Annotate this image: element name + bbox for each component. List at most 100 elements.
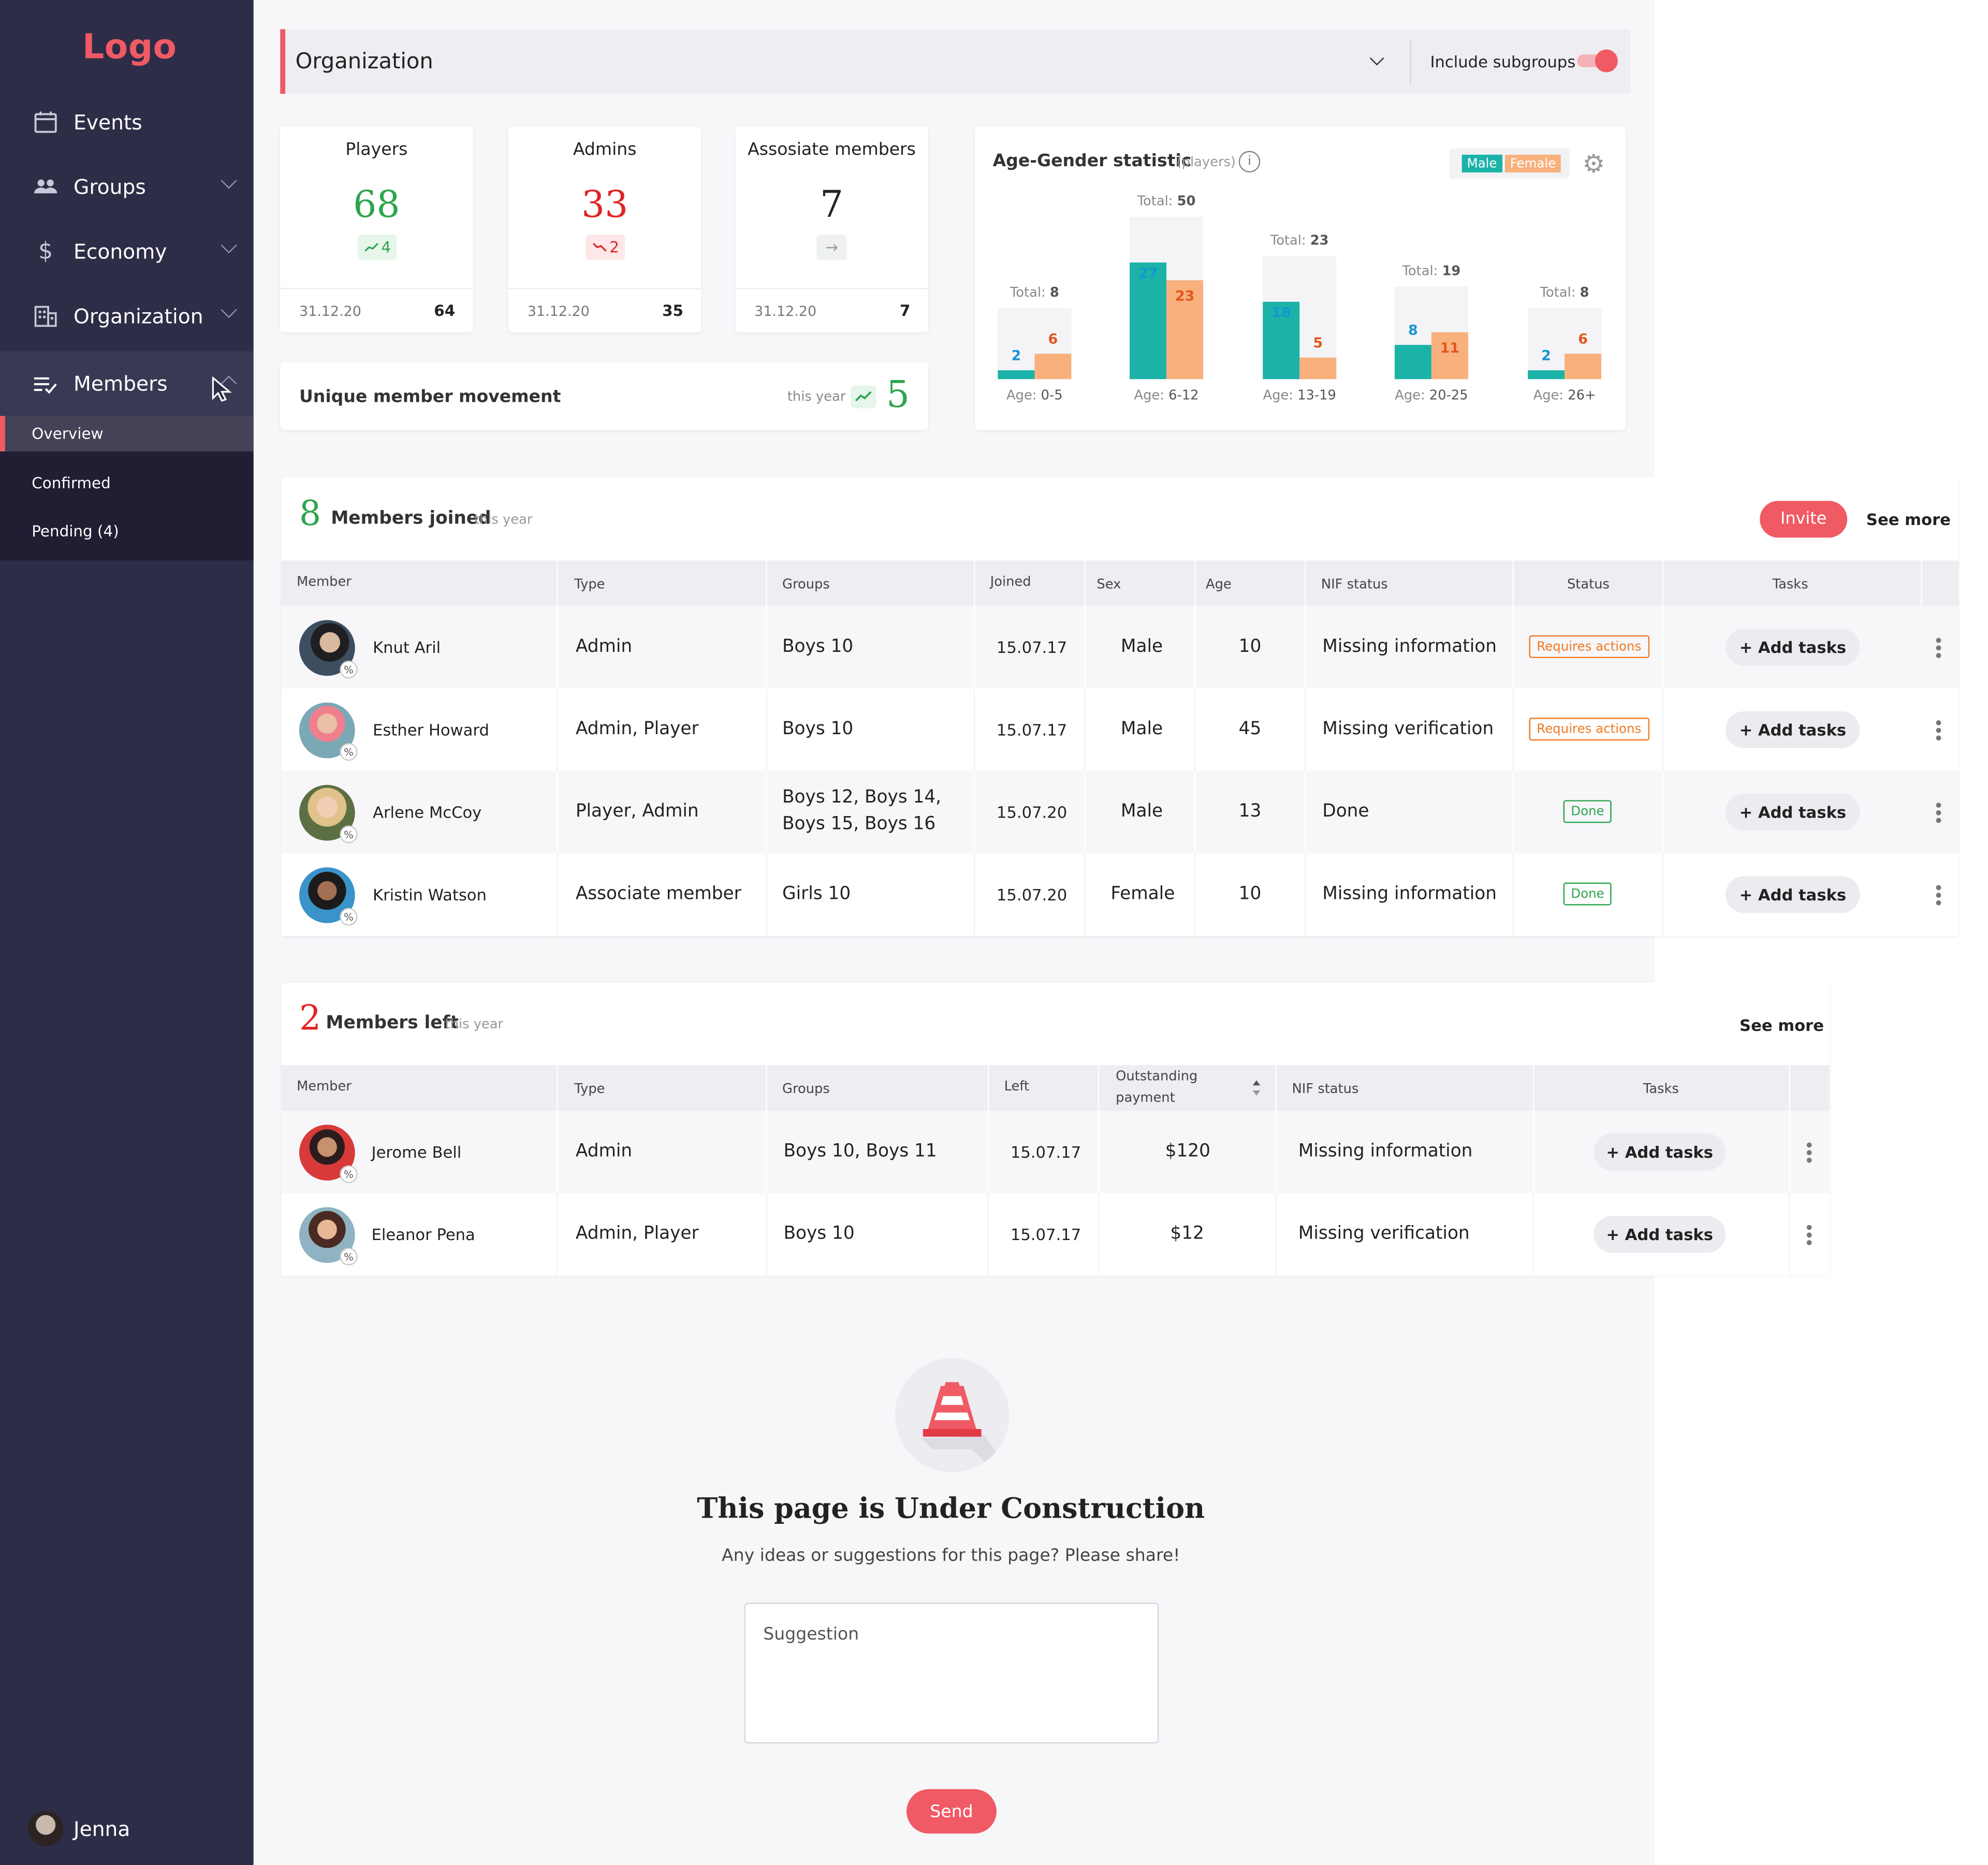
column-header[interactable]: Type: [574, 1081, 605, 1097]
bar-male[interactable]: [1528, 370, 1565, 380]
dot: [1936, 727, 1941, 733]
suggestion-input[interactable]: [744, 1602, 1159, 1744]
bar-male[interactable]: [1263, 301, 1300, 380]
stat-delta-badge: →: [816, 235, 847, 260]
member-sex: Male: [1120, 801, 1163, 822]
add-tasks-button[interactable]: + Add tasks: [1594, 1216, 1726, 1253]
add-tasks-button[interactable]: + Add tasks: [1594, 1133, 1726, 1171]
stat-title: Players: [345, 139, 408, 160]
subnav-pending[interactable]: Pending (4): [32, 522, 119, 541]
column-divider: [1194, 560, 1196, 606]
bar-female[interactable]: [1565, 353, 1602, 380]
organization-select[interactable]: Organization Include subgroups: [280, 29, 1631, 94]
chevron-down-icon[interactable]: [1369, 51, 1384, 66]
column-divider: [1275, 1065, 1277, 1111]
info-icon[interactable]: i: [1238, 151, 1261, 173]
column-header[interactable]: Groups: [782, 1081, 830, 1097]
table-row[interactable]: [281, 606, 1959, 689]
bar-male[interactable]: [1130, 262, 1167, 380]
status-badge: Done: [1563, 800, 1612, 823]
table-row[interactable]: [281, 1193, 1830, 1276]
sort-icon[interactable]: [1251, 1078, 1262, 1102]
more-options-icon[interactable]: [1806, 1142, 1812, 1163]
column-header-payment[interactable]: payment: [1116, 1090, 1175, 1106]
table-row[interactable]: [281, 688, 1959, 771]
bar-female[interactable]: [1034, 353, 1072, 380]
send-button[interactable]: Send: [907, 1789, 997, 1834]
more-options-icon[interactable]: [1806, 1225, 1812, 1245]
bar-female[interactable]: [1166, 280, 1204, 380]
add-tasks-button[interactable]: + Add tasks: [1726, 711, 1860, 748]
column-divider: [557, 770, 558, 854]
column-header[interactable]: Age: [1205, 577, 1232, 592]
invite-button[interactable]: Invite: [1760, 501, 1848, 538]
add-tasks-button[interactable]: + Add tasks: [1726, 794, 1860, 831]
column-header[interactable]: Sex: [1097, 577, 1121, 592]
member-name[interactable]: Arlene McCoy: [373, 803, 482, 822]
joined-see-more-link[interactable]: See more: [1866, 509, 1951, 529]
bar-male[interactable]: [1394, 344, 1431, 380]
column-header[interactable]: Tasks: [1643, 1081, 1679, 1097]
subnav-confirmed[interactable]: Confirmed: [32, 474, 111, 492]
column-header[interactable]: Status: [1567, 577, 1610, 592]
column-header[interactable]: Member: [297, 574, 352, 590]
column-header[interactable]: Tasks: [1772, 577, 1808, 592]
nav-members[interactable]: Members: [0, 351, 254, 416]
bar-total-label: Total: 50: [1116, 194, 1217, 209]
avatar[interactable]: %: [299, 1125, 358, 1183]
legend-female[interactable]: Female: [1504, 154, 1561, 173]
legend-male[interactable]: Male: [1461, 154, 1502, 173]
percent-badge-icon: %: [340, 1247, 358, 1266]
left-see-more-link[interactable]: See more: [1740, 1015, 1824, 1035]
avatar[interactable]: %: [299, 867, 358, 926]
nav-events[interactable]: Events: [0, 93, 254, 151]
column-divider: [1084, 853, 1086, 936]
column-header-outstanding[interactable]: Outstanding: [1116, 1069, 1198, 1084]
member-groups: Boys 15, Boys 16: [782, 814, 936, 835]
member-name[interactable]: Eleanor Pena: [371, 1225, 475, 1244]
nav-economy[interactable]: $ Economy: [0, 222, 254, 281]
stat-card-players[interactable]: Players 68 4 31.12.20 64: [280, 126, 473, 332]
nav-groups[interactable]: Groups: [0, 157, 254, 216]
nif-status: Missing verification: [1298, 1223, 1470, 1244]
column-header[interactable]: Left: [1004, 1079, 1030, 1095]
member-name[interactable]: Knut Aril: [373, 637, 441, 657]
stat-card-assosiate-members[interactable]: Assosiate members 7 → 31.12.20 7: [735, 126, 928, 332]
avatar[interactable]: %: [299, 1207, 358, 1266]
subnav-overview[interactable]: Overview: [0, 416, 254, 451]
column-divider: [1662, 853, 1664, 936]
gear-icon[interactable]: ⚙: [1582, 148, 1605, 179]
chart-subtitle: (players): [1176, 154, 1236, 170]
avatar[interactable]: %: [299, 620, 358, 679]
add-tasks-button[interactable]: + Add tasks: [1726, 629, 1860, 666]
avatar[interactable]: %: [299, 702, 358, 761]
add-tasks-button[interactable]: + Add tasks: [1726, 876, 1860, 913]
bar-male[interactable]: [998, 370, 1035, 380]
member-name[interactable]: Kristin Watson: [373, 885, 487, 905]
bar-female[interactable]: [1299, 357, 1337, 380]
column-header[interactable]: Type: [574, 577, 605, 592]
column-header[interactable]: Member: [297, 1079, 352, 1095]
member-name[interactable]: Jerome Bell: [371, 1142, 462, 1162]
user-profile[interactable]: Jenna: [27, 1811, 130, 1846]
column-header[interactable]: Groups: [782, 577, 830, 592]
more-options-icon[interactable]: [1936, 885, 1941, 906]
nav-organization[interactable]: Organization: [0, 286, 254, 345]
column-header[interactable]: NIF status: [1321, 577, 1388, 592]
include-subgroups-toggle[interactable]: [1577, 49, 1618, 72]
table-row[interactable]: [281, 853, 1959, 936]
more-options-icon[interactable]: [1936, 637, 1941, 659]
column-header[interactable]: NIF status: [1292, 1081, 1359, 1097]
more-options-icon[interactable]: [1936, 803, 1941, 823]
table-row[interactable]: [281, 1111, 1830, 1193]
more-options-icon[interactable]: [1936, 720, 1941, 741]
bar-female[interactable]: [1431, 331, 1468, 380]
column-divider: [766, 606, 767, 689]
table-row[interactable]: [281, 770, 1959, 854]
column-header[interactable]: Joined: [990, 574, 1031, 590]
stat-card-admins[interactable]: Admins 33 2 31.12.20 35: [508, 126, 701, 332]
member-name[interactable]: Esther Howard: [373, 720, 489, 739]
people-icon: [33, 174, 59, 199]
avatar[interactable]: %: [299, 784, 358, 843]
stat-previous-value: 64: [434, 301, 456, 320]
